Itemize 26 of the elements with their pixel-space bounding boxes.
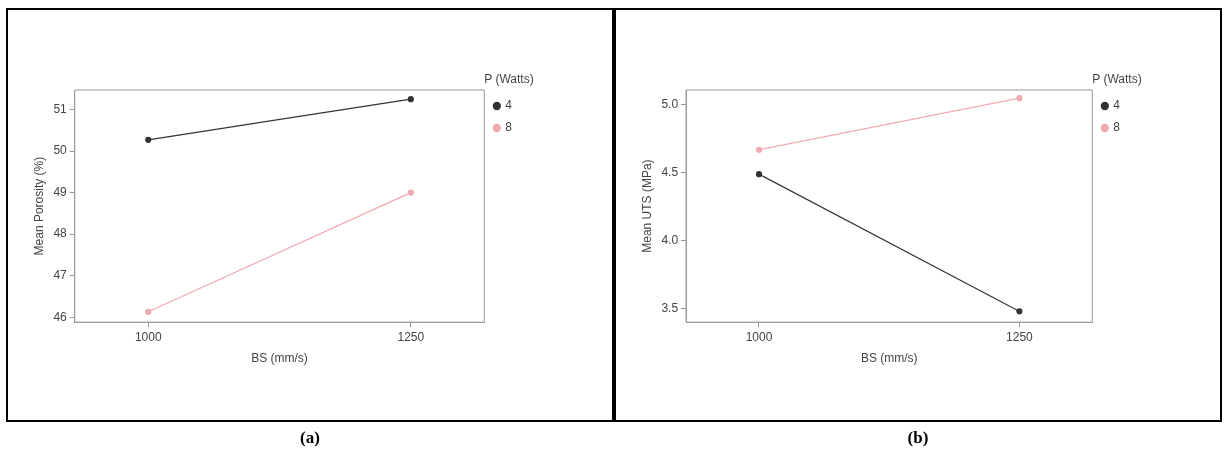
y-tick-label: 51 — [53, 101, 68, 116]
y-tick-label: 50 — [53, 143, 68, 158]
legend-label: 4 — [1113, 98, 1121, 113]
y-tick-label: 3.5 — [661, 300, 679, 315]
y-axis-title: Mean UTS (MPa) — [639, 159, 654, 253]
y-axis-title: Mean Porosity (%) — [31, 156, 46, 256]
y-tick-label: 4.5 — [661, 165, 679, 180]
x-axis-title: BS (mm/s) — [860, 351, 918, 366]
y-tick-label: 46 — [53, 309, 68, 324]
legend-label: 8 — [1113, 120, 1121, 135]
x-axis-title: BS (mm/s) — [251, 351, 308, 366]
text: (a) — [299, 428, 321, 448]
legend-title: P (Watts) — [484, 72, 534, 87]
legend-label: 4 — [505, 98, 513, 113]
text: (b) — [906, 428, 930, 448]
y-tick-label: 48 — [53, 226, 68, 241]
x-tick-label: 1000 — [745, 329, 773, 344]
x-tick-label: 1250 — [397, 329, 425, 344]
y-tick-label: 4.0 — [661, 233, 679, 248]
legend-title: P (Watts) — [1092, 72, 1142, 87]
x-tick-label: 1000 — [134, 329, 162, 344]
x-tick-label: 1250 — [1006, 329, 1034, 344]
y-tick-label: 47 — [53, 267, 68, 282]
y-tick-label: 49 — [53, 184, 68, 199]
legend-label: 8 — [505, 120, 513, 135]
y-tick-label: 5.0 — [661, 97, 679, 112]
